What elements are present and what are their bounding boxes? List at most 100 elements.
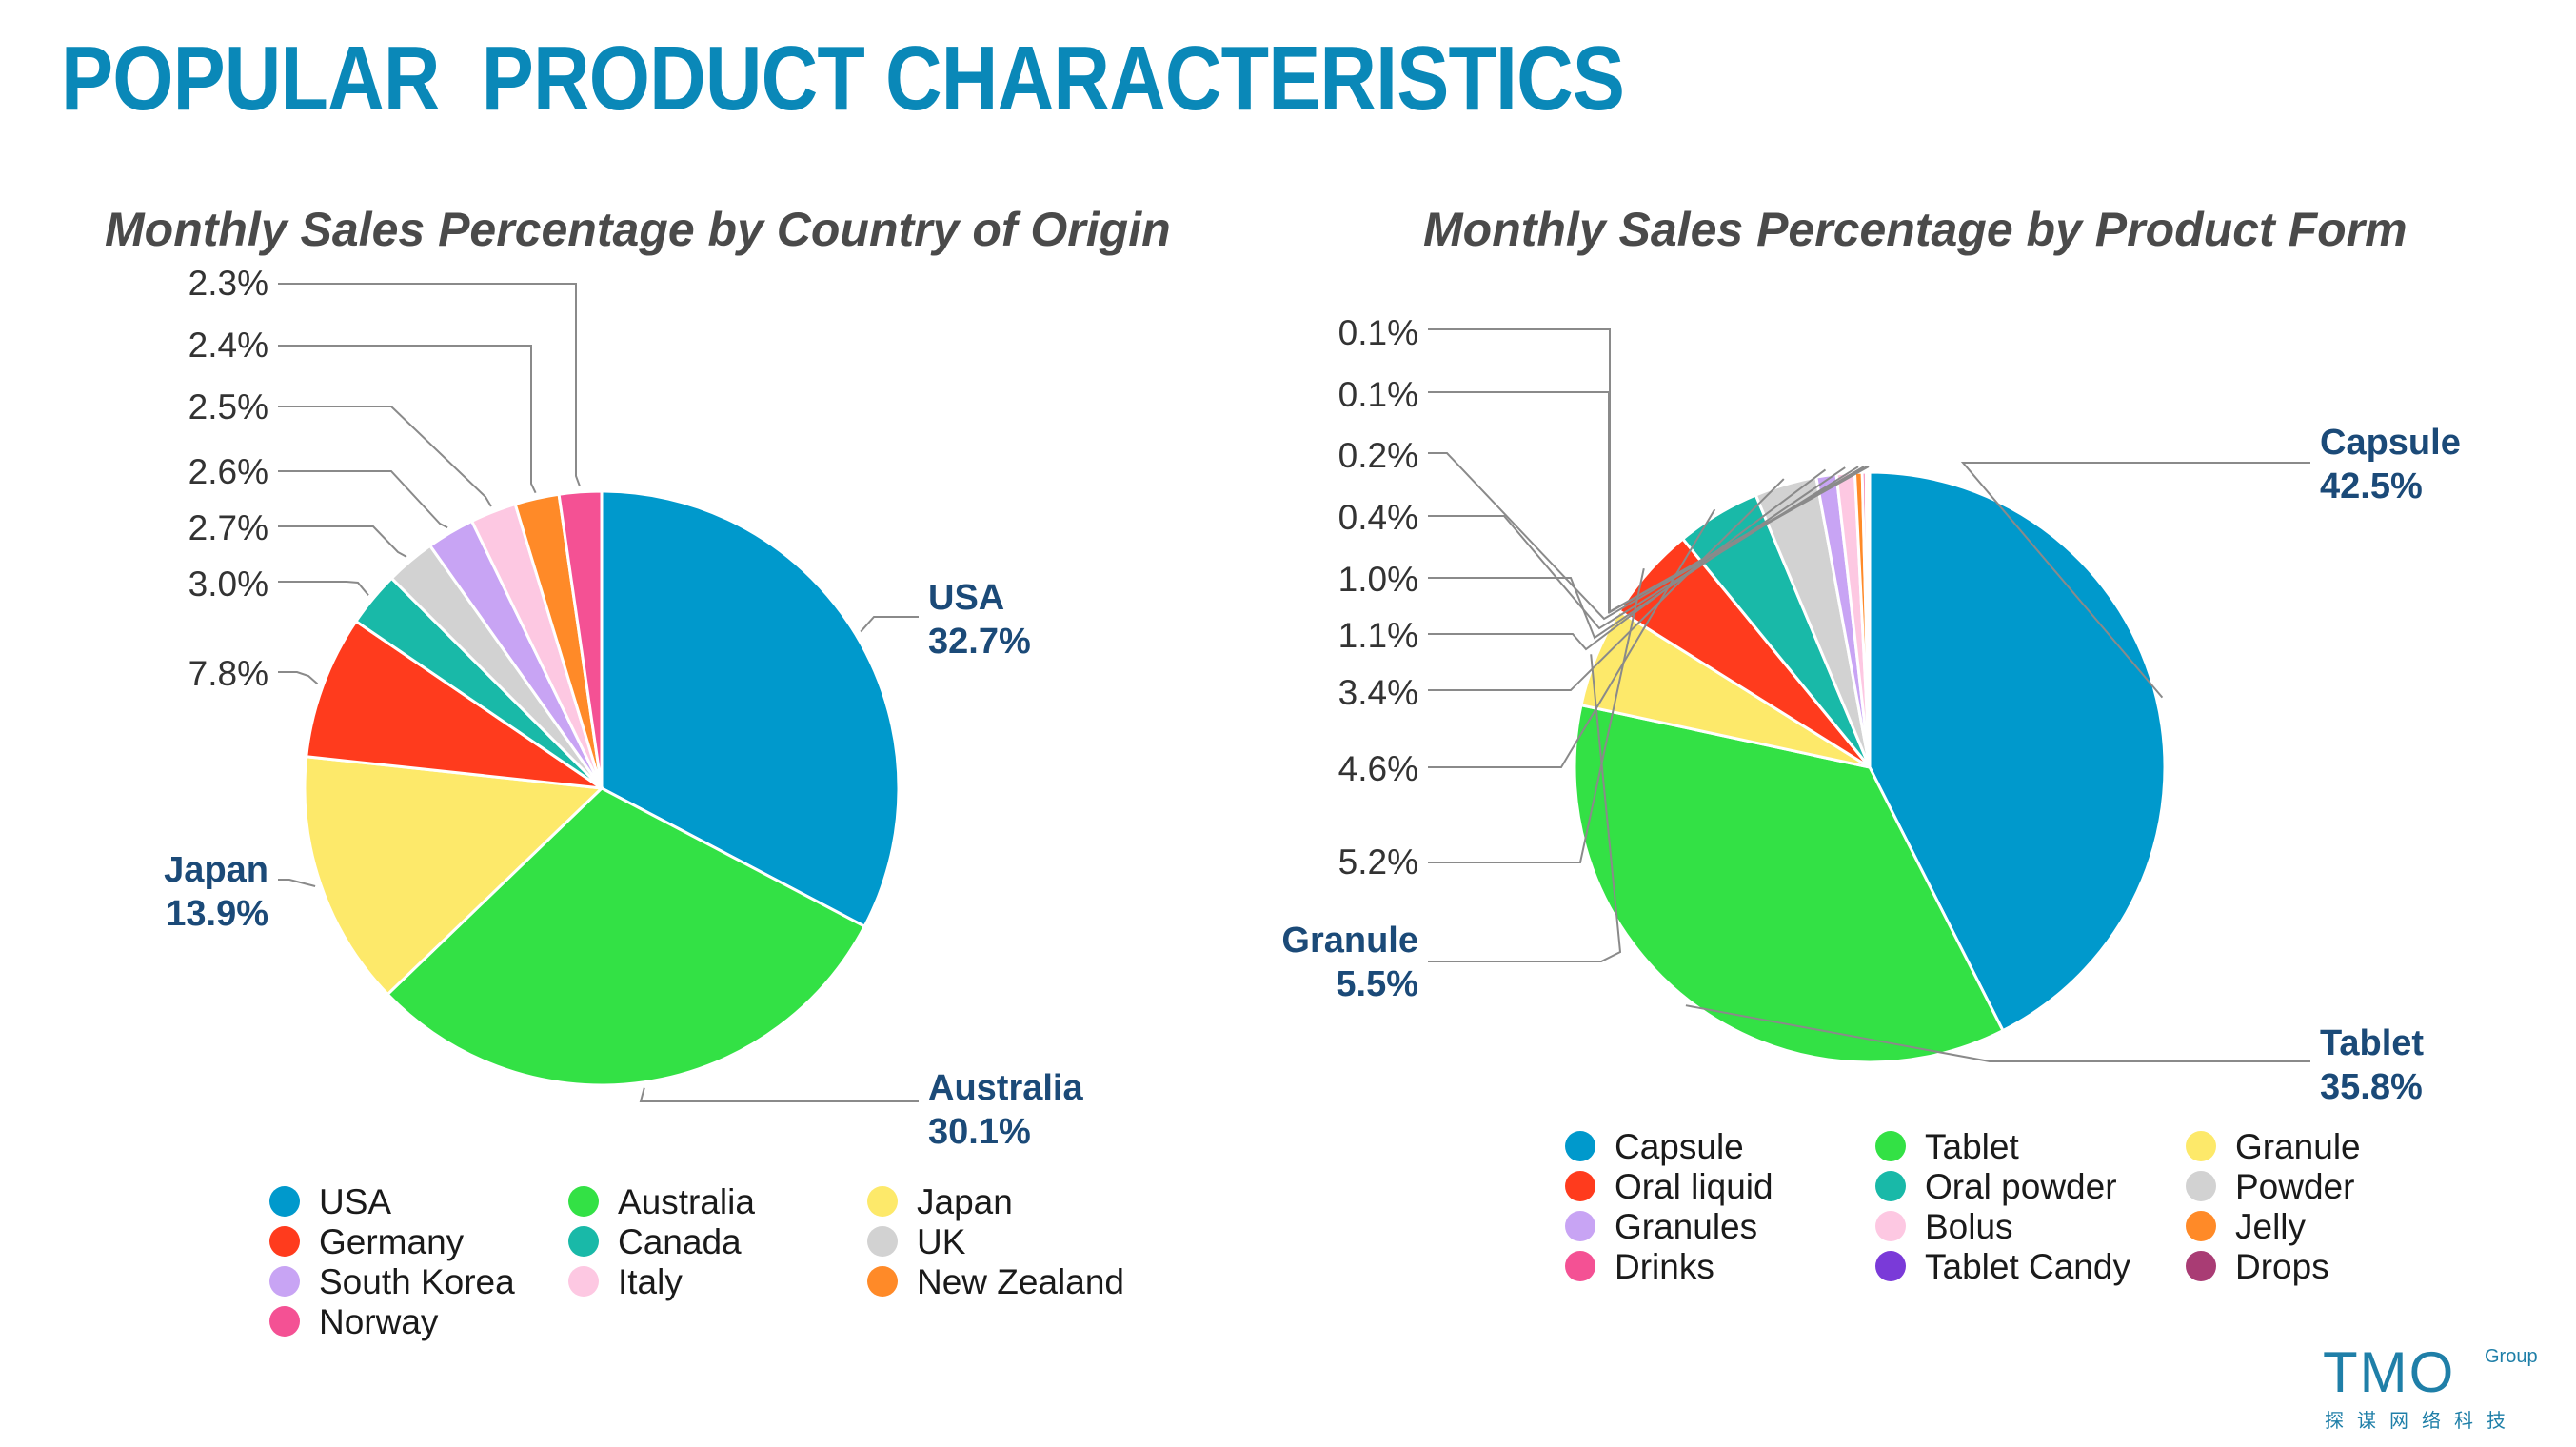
leader-line	[1428, 466, 1859, 630]
legend-label-norway: Norway	[319, 1302, 439, 1341]
leader-line	[1960, 462, 2310, 699]
leader-line	[1428, 508, 1716, 768]
slice-value-uk: 2.7%	[188, 508, 268, 547]
legend-swatch-drops	[2186, 1251, 2216, 1281]
legend-swatch-capsule	[1565, 1131, 1595, 1161]
leader-line	[278, 345, 537, 494]
leader-line	[278, 525, 407, 558]
legend-swatch-japan	[867, 1186, 898, 1217]
slice-value-south-korea: 2.6%	[188, 452, 268, 491]
page-title: POPULAR PRODUCT CHARACTERISTICS	[61, 28, 1625, 129]
slice-value-canada: 3.0%	[188, 565, 268, 604]
legend-label-oral-liquid: Oral liquid	[1615, 1167, 1773, 1206]
legend-swatch-oral-powder	[1875, 1171, 1906, 1201]
slice-label-usa: USA	[928, 578, 1004, 618]
logo-group-text: Group	[2485, 1346, 2538, 1367]
legend-label-capsule: Capsule	[1615, 1127, 1744, 1166]
slice-label-japan: Japan	[164, 850, 268, 890]
legend-label-usa: USA	[319, 1182, 391, 1221]
leader-line	[278, 283, 581, 487]
pie-slice-drops	[1866, 470, 1872, 768]
leader-line	[278, 406, 492, 507]
leader-line	[1428, 567, 1645, 863]
legend-swatch-bolus	[1875, 1211, 1906, 1241]
slice-value-oral-powder: 4.6%	[1338, 749, 1418, 788]
product-form-pie-chart: Monthly Sales Percentage by Product Form…	[1281, 203, 2461, 1286]
leader-line	[278, 470, 448, 529]
pie-slice-tablet	[1573, 703, 2006, 1064]
leader-line	[278, 671, 319, 685]
slice-label-tablet: Tablet	[2320, 1023, 2424, 1063]
pie-slice-australia	[386, 786, 867, 1087]
slice-value-japan: 13.9%	[166, 894, 268, 934]
chart-title: Monthly Sales Percentage by Product Form	[1423, 203, 2408, 256]
origin-pie-chart: Monthly Sales Percentage by Country of O…	[105, 203, 1171, 1341]
legend-swatch-granules	[1565, 1211, 1595, 1241]
legend-swatch-uk	[867, 1226, 898, 1257]
legend-label-tablet: Tablet	[1925, 1127, 2019, 1166]
legend-swatch-powder	[2186, 1171, 2216, 1201]
slice-value-granule: 5.5%	[1336, 964, 1418, 1004]
legend-swatch-norway	[269, 1306, 300, 1337]
legend-label-new-zealand: New Zealand	[917, 1262, 1124, 1301]
logo-subtitle: 探谋网络科技	[2325, 1409, 2519, 1432]
legend-label-australia: Australia	[618, 1182, 755, 1221]
pie-slice-norway	[557, 489, 604, 789]
slice-label-australia: Australia	[928, 1068, 1083, 1108]
slice-label-granule: Granule	[1281, 921, 1418, 961]
legend-label-granule: Granule	[2235, 1127, 2361, 1166]
slice-value-drinks: 0.2%	[1338, 436, 1418, 475]
slice-value-powder: 3.4%	[1338, 673, 1418, 712]
legend-swatch-drinks	[1565, 1251, 1595, 1281]
legend-label-tablet-candy: Tablet Candy	[1925, 1247, 2130, 1286]
legend-swatch-australia	[568, 1186, 599, 1217]
legend-swatch-new-zealand	[867, 1266, 898, 1297]
legend-swatch-tablet-candy	[1875, 1251, 1906, 1281]
slice-value-usa: 32.7%	[928, 622, 1031, 662]
leader-line	[1428, 328, 1870, 614]
legend-label-canada: Canada	[618, 1222, 742, 1261]
legend-swatch-tablet	[1875, 1131, 1906, 1161]
leader-line	[639, 1087, 919, 1102]
legend-label-jelly: Jelly	[2235, 1207, 2307, 1246]
slice-value-new-zealand: 2.4%	[188, 326, 268, 365]
leader-line	[278, 879, 316, 887]
legend-swatch-south-korea	[269, 1266, 300, 1297]
leader-line	[1428, 478, 1785, 691]
legend-label-south-korea: South Korea	[319, 1262, 515, 1301]
legend-label-powder: Powder	[2235, 1167, 2354, 1206]
slice-value-tablet: 35.8%	[2320, 1067, 2423, 1107]
legend-swatch-usa	[269, 1186, 300, 1217]
slice-value-oral-liquid: 5.2%	[1338, 842, 1418, 882]
leader-line	[1685, 1004, 2310, 1062]
slice-value-norway: 2.3%	[188, 264, 268, 303]
slice-label-capsule: Capsule	[2320, 423, 2461, 463]
slice-value-tablet-candy: 0.1%	[1338, 375, 1418, 414]
legend-label-drinks: Drinks	[1615, 1247, 1714, 1286]
legend-swatch-canada	[568, 1226, 599, 1257]
chart-legend: USA Australia Japan Germany Canada UK South Ko…	[269, 1182, 1124, 1341]
legend-label-italy: Italy	[618, 1262, 683, 1301]
legend-swatch-jelly	[2186, 1211, 2216, 1241]
leader-line	[860, 616, 919, 633]
pie-slice-germany	[305, 619, 603, 790]
legend-swatch-italy	[568, 1266, 599, 1297]
slice-value-bolus: 1.0%	[1338, 560, 1418, 599]
legend-label-uk: UK	[917, 1222, 966, 1261]
legend-swatch-germany	[269, 1226, 300, 1257]
legend-swatch-granule	[2186, 1131, 2216, 1161]
tmo-group-logo: TMO Group 探谋网络科技	[2323, 1340, 2561, 1433]
pie-slice-japan	[303, 755, 605, 997]
leader-line	[278, 581, 369, 596]
legend-label-oral-powder: Oral powder	[1925, 1167, 2117, 1206]
legend-label-granules: Granules	[1615, 1207, 1757, 1246]
chart-title: Monthly Sales Percentage by Country of O…	[105, 203, 1171, 256]
slice-value-germany: 7.8%	[188, 654, 268, 693]
pie-slice-capsule	[1868, 470, 2167, 1033]
logo-text: TMO	[2323, 1340, 2456, 1404]
slice-value-italy: 2.5%	[188, 387, 268, 426]
slice-value-granules: 1.1%	[1338, 616, 1418, 655]
legend-label-japan: Japan	[917, 1182, 1013, 1221]
legend-label-drops: Drops	[2235, 1247, 2329, 1286]
slice-value-jelly: 0.4%	[1338, 498, 1418, 537]
